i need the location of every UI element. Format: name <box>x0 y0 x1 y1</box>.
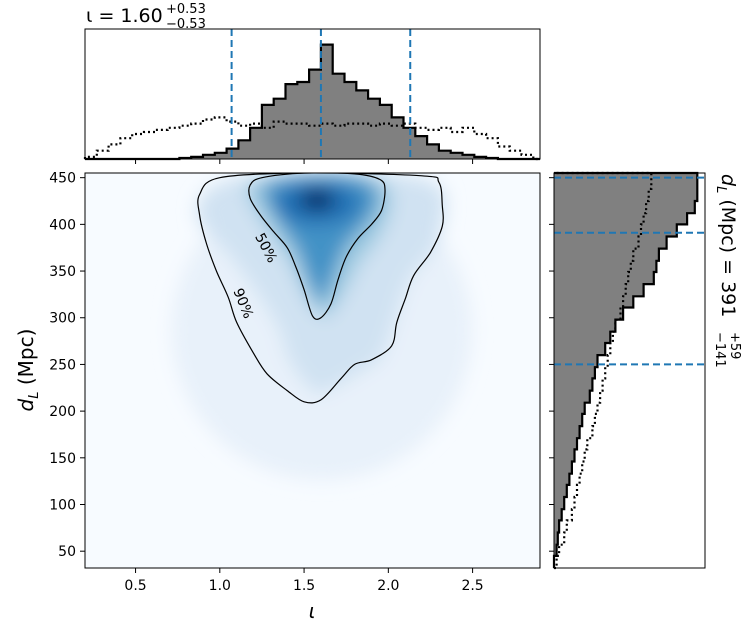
y-tick-label: 400 <box>49 217 76 233</box>
x-tick-label: 1.5 <box>293 578 315 594</box>
right-title: dL (Mpc) = 391 +59 −141 <box>712 174 742 368</box>
top-frame <box>84 28 541 160</box>
right-posterior-fill <box>554 173 698 568</box>
top-marginal-panel: ι = 1.60 +0.53 −0.53 <box>83 2 541 164</box>
top-posterior-outline <box>85 43 540 161</box>
x-axis-label: ι <box>309 599 316 623</box>
right-title-sup: +59 <box>727 332 742 359</box>
joint-y-axis: 50 100 150 200 250 300 350 400 450 <box>49 171 85 560</box>
x-tick-label: 1.0 <box>209 578 231 594</box>
y-tick-label: 100 <box>49 498 76 514</box>
top-x-ticks <box>135 159 474 164</box>
right-posterior-outline <box>552 171 699 568</box>
joint-panel: 50% 90% 0.5 1.0 1.5 2.0 2.5 5010015020025030… <box>14 171 541 623</box>
joint-x-axis: 0.5 1.0 1.5 2.0 2.5 <box>124 568 484 594</box>
y-tick-label: 150 <box>49 451 76 467</box>
right-frame <box>553 172 706 569</box>
joint-frame <box>84 172 541 569</box>
y-tick-label: 250 <box>49 357 76 373</box>
y-tick-label: 350 <box>49 264 76 280</box>
top-title-sup: +0.53 <box>166 2 206 17</box>
y-axis-label: dL (Mpc) <box>14 329 42 412</box>
right-histogram <box>552 171 699 570</box>
y-tick-label: 200 <box>49 404 76 420</box>
top-title-main: ι = 1.60 <box>86 5 163 27</box>
top-title: ι = 1.60 <box>86 5 163 27</box>
top-title-sub: −0.53 <box>166 17 206 32</box>
right-title-main: (Mpc) = 391 <box>717 199 739 317</box>
contour-90 <box>197 173 444 404</box>
y-tick-label: 450 <box>49 171 76 187</box>
right-marginal-panel: dL (Mpc) = 391 +59 −141 <box>549 171 742 570</box>
y-tick-label: 50 <box>58 544 76 560</box>
y-tick-label: 300 <box>49 311 76 327</box>
x-tick-label: 2.0 <box>377 578 399 594</box>
contour-50 <box>248 173 386 320</box>
right-title-sub: −141 <box>712 332 727 368</box>
x-tick-label: 2.5 <box>461 578 483 594</box>
density-heatmap <box>172 173 472 480</box>
top-prior-dotted <box>83 116 540 161</box>
right-quantile-lines <box>554 176 705 366</box>
top-posterior-fill <box>85 44 540 159</box>
right-y-ticks <box>549 177 554 552</box>
svg-text:dL (Mpc) = 391: dL (Mpc) = 391 <box>713 174 739 317</box>
x-tick-label: 0.5 <box>124 578 146 594</box>
density-peak <box>299 189 335 211</box>
right-prior-dotted <box>554 171 653 570</box>
top-histogram <box>83 43 540 161</box>
